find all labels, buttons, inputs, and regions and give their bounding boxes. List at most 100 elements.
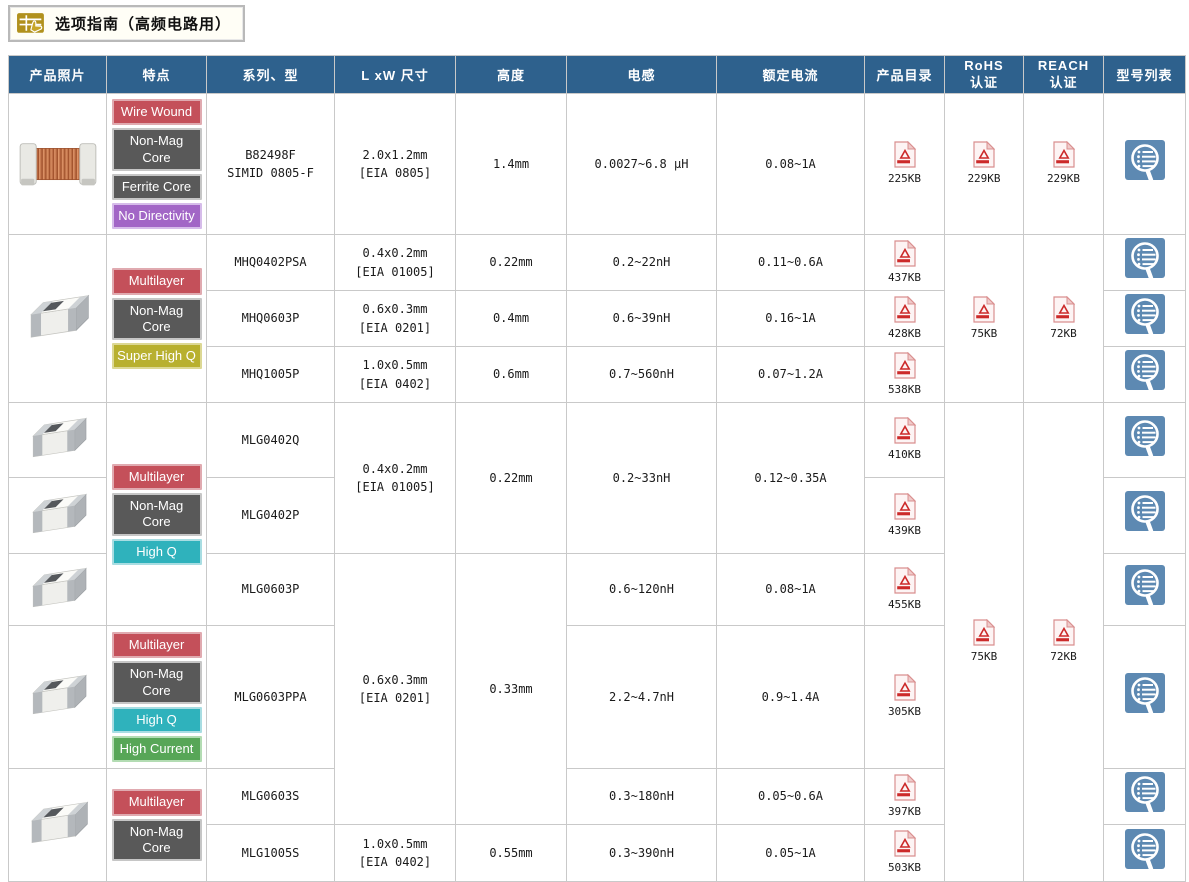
catalog-pdf-link[interactable]: 225KB [888,141,921,187]
chip-inductor-image [22,565,94,615]
pdf-icon [894,830,916,857]
table-row: Wire Wound Non-Mag Core Ferrite Core No … [8,92,1186,236]
height-value: 0.33mm [455,553,567,826]
dimensions: 0.4x0.2mm [EIA 01005] [334,402,456,555]
model-list-icon [1124,828,1166,874]
catalog-cell: 305KB [864,625,945,770]
models-cell [1103,553,1186,627]
models-cell [1103,346,1186,404]
catalog-cell: 225KB [864,92,945,236]
page-title: 选项指南（高频电路用） [8,5,246,42]
catalog-pdf-link[interactable]: 437KB [888,240,921,286]
pdf-icon [1053,296,1075,323]
catalog-cell: 538KB [864,346,945,404]
pdf-icon [894,567,916,594]
rohs-pdf-link[interactable]: 75KB [971,296,997,342]
rated-current: 0.05~0.6A [716,768,865,826]
selection-guide-table: 产品照片 特点 系列、型 L xW 尺寸 高度 电感 额定电流 产品目录 RoH… [8,55,1186,882]
height-value: 0.22mm [455,402,567,555]
series-name: MLG0603S [206,768,335,826]
table-row: MLG0603P 0.6x0.3mm [EIA 0201] 0.33mm 0.6… [8,553,1186,826]
model-list-button[interactable] [1124,237,1166,283]
rohs-pdf-link[interactable]: 75KB [971,619,997,665]
rated-current: 0.05~1A [716,824,865,882]
table-row: Multilayer Non-Mag Core Super High Q MHQ… [8,234,1186,404]
column-header-current: 额定电流 [716,55,865,94]
pdf-icon [894,352,916,379]
inductance-range: 2.2~4.7nH [566,625,717,770]
rated-current: 0.11~0.6A [716,234,865,292]
product-photo [8,625,107,770]
reach-pdf-link[interactable]: 72KB [1050,619,1077,665]
product-photo [8,477,107,555]
pdf-icon [894,674,916,701]
catalog-pdf-link[interactable]: 538KB [888,352,921,398]
catalog-pdf-link[interactable]: 503KB [888,830,921,876]
model-list-button[interactable] [1124,415,1166,461]
table-row: MLG0402P 439KB [8,477,1186,555]
column-header-height: 高度 [455,55,567,94]
pdf-icon [894,774,916,801]
feature-badges: Multilayer Non-Mag Core High Q High Curr… [106,625,207,770]
model-list-button[interactable] [1124,564,1166,610]
height-value: 0.6mm [455,346,567,404]
catalog-pdf-link[interactable]: 397KB [888,774,921,820]
rated-current: 0.08~1A [716,553,865,627]
column-header-features: 特点 [106,55,207,94]
pdf-icon [1053,141,1075,168]
product-photo [8,768,107,882]
model-list-icon [1124,490,1166,536]
inductance-range: 0.6~120nH [566,553,717,627]
catalog-pdf-link[interactable]: 439KB [888,493,921,539]
models-cell [1103,477,1186,555]
feature-badge: Non-Mag Core [111,128,202,171]
rohs-cell: 229KB [944,92,1024,236]
catalog-pdf-link[interactable]: 410KB [888,417,921,463]
table-row: Multilayer Non-Mag Core High Q High Curr… [8,625,1186,770]
inductance-range: 0.6~39nH [566,290,717,348]
model-list-icon [1124,293,1166,339]
model-list-button[interactable] [1124,828,1166,874]
series-name: B82498F SIMID 0805-F [206,92,335,236]
reach-pdf-link[interactable]: 72KB [1050,296,1077,342]
catalog-cell: 455KB [864,553,945,627]
feature-badge: Non-Mag Core [111,493,202,536]
reach-pdf-link[interactable]: 229KB [1047,141,1080,187]
models-cell [1103,234,1186,292]
feature-badge: Ferrite Core [111,173,202,200]
rated-current: 0.16~1A [716,290,865,348]
model-list-button[interactable] [1124,672,1166,718]
pdf-icon [894,141,916,168]
model-list-icon [1124,564,1166,610]
model-list-button[interactable] [1124,293,1166,339]
catalog-pdf-link[interactable]: 428KB [888,296,921,342]
feature-badge: High Q [111,706,202,734]
feature-badge: Super High Q [111,343,202,370]
feature-badge: Multilayer [111,463,202,490]
product-photo [8,92,107,236]
column-header-catalog: 产品目录 [864,55,945,94]
reach-cell: 72KB [1023,234,1104,404]
rated-current: 0.9~1.4A [716,625,865,770]
wire-wound-inductor-image [16,138,100,191]
rohs-cell: 75KB [944,234,1024,404]
series-name: MLG0603PPA [206,625,335,770]
rohs-cell: 75KB [944,402,1024,882]
reach-cell: 229KB [1023,92,1104,236]
model-list-icon [1124,771,1166,817]
rohs-pdf-link[interactable]: 229KB [967,141,1001,187]
dimensions: 0.4x0.2mm [EIA 01005] [334,234,456,292]
column-header-size: L xW 尺寸 [334,55,456,94]
catalog-pdf-link[interactable]: 455KB [888,567,921,613]
model-list-button[interactable] [1124,771,1166,817]
model-list-button[interactable] [1124,139,1166,185]
model-list-button[interactable] [1124,490,1166,536]
inductance-range: 0.0027~6.8 μH [566,92,717,236]
pdf-icon [894,493,916,520]
models-cell [1103,402,1186,479]
catalog-pdf-link[interactable]: 305KB [888,674,921,720]
product-photo [8,553,107,627]
feature-badge: High Current [111,736,202,763]
model-list-button[interactable] [1124,349,1166,395]
dimensions: 0.6x0.3mm [EIA 0201] [334,290,456,348]
